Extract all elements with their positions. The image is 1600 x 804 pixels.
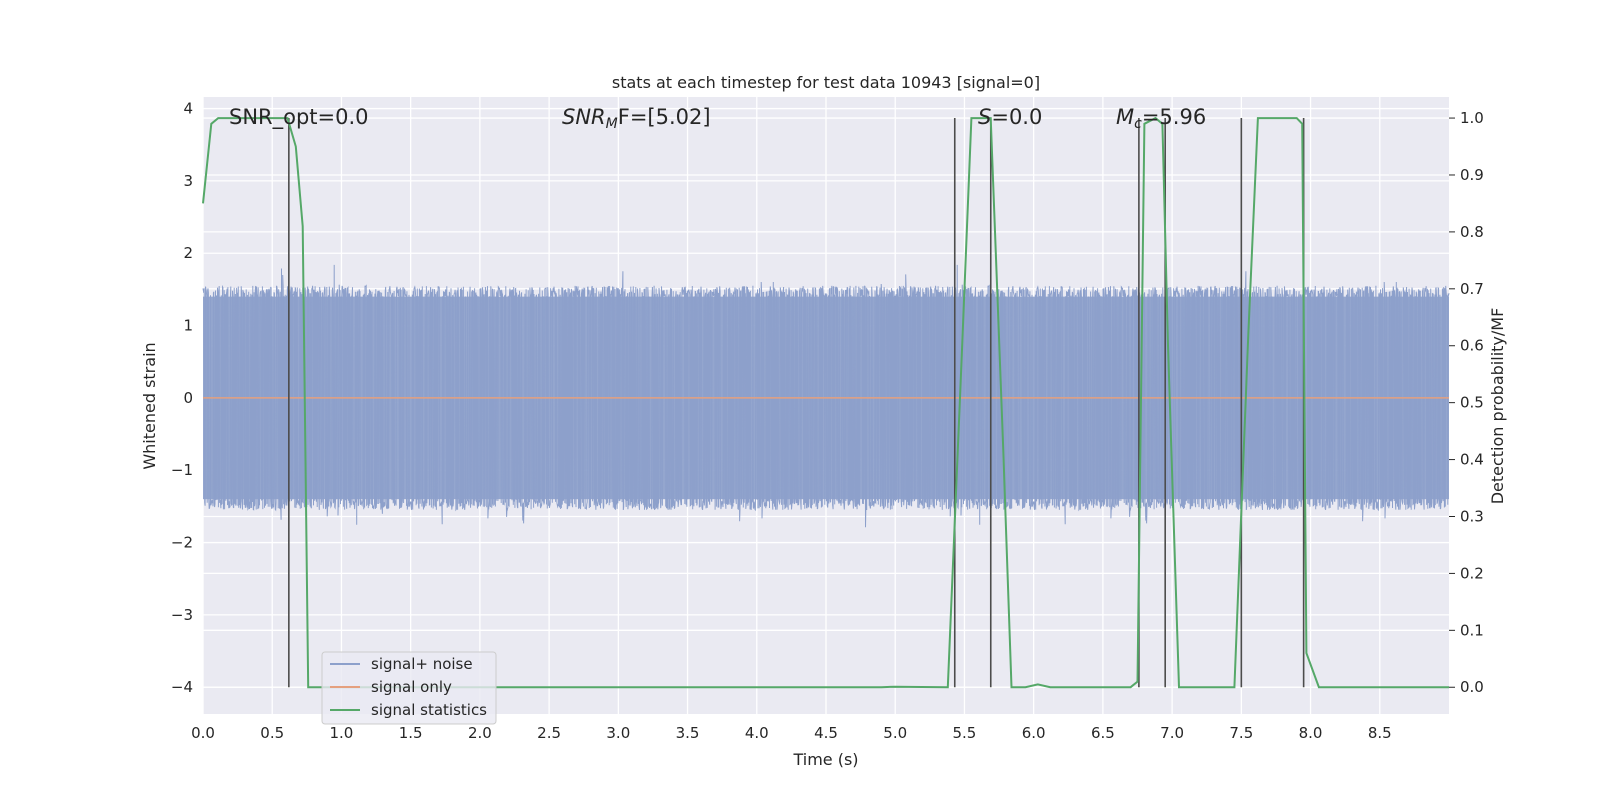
- y-tick-label: 4: [183, 100, 193, 118]
- x-tick-label: 7.0: [1160, 724, 1184, 742]
- legend-label-noise: signal+ noise: [371, 655, 473, 673]
- y2-tick-label: 0.0: [1460, 678, 1484, 696]
- x-tick-label: 0.0: [191, 724, 215, 742]
- snr-mf-tail: F=[5.02]: [618, 105, 711, 129]
- mc-main: M: [1116, 105, 1134, 129]
- signal-statistics-line: [202, 116, 1449, 689]
- y-tick-label: 1: [183, 317, 193, 335]
- x-tick-label: 1.5: [399, 724, 423, 742]
- x-tick-label: 6.0: [1022, 724, 1046, 742]
- snr-mf-sub: M: [606, 116, 618, 132]
- x-tick-label: 4.5: [814, 724, 838, 742]
- y2-tick-label: 1.0: [1460, 109, 1484, 127]
- x-tick-label: 6.5: [1091, 724, 1115, 742]
- signal-statistics-series: [202, 116, 1449, 689]
- annotation-s: S=0.0: [978, 105, 1042, 129]
- y2-tick-label: 0.3: [1460, 507, 1484, 525]
- x-tick-label: 1.0: [330, 724, 354, 742]
- y2-tick-label: 0.5: [1460, 394, 1484, 412]
- x-tick-label: 5.0: [883, 724, 907, 742]
- annotation-snr-mf: SNRMF=[5.02]: [562, 105, 711, 132]
- y-tick-label: −4: [171, 678, 193, 696]
- y2-tick-label: 0.8: [1460, 223, 1484, 241]
- y2-axis-label: Detection probability/MF: [1488, 308, 1507, 505]
- x-tick-label: 8.0: [1299, 724, 1323, 742]
- y-axis-label: Whitened strain: [140, 342, 159, 469]
- annotation-mc: Mc=5.96: [1116, 105, 1206, 132]
- x-tick-label: 2.5: [537, 724, 561, 742]
- y-tick-label: 2: [183, 244, 193, 262]
- x-tick-label: 5.5: [953, 724, 977, 742]
- y2-tick-label: 0.6: [1460, 337, 1484, 355]
- legend: signal+ noise signal only signal statist…: [321, 651, 497, 725]
- y-tick-label: −1: [171, 461, 193, 479]
- y-tick-label: 0: [183, 389, 193, 407]
- x-tick-label: 7.5: [1229, 724, 1253, 742]
- mc-tail: =5.96: [1142, 105, 1206, 129]
- x-axis-label: Time (s): [792, 750, 858, 769]
- y2-tick-labels: 1.0 0.9 0.8 0.7 0.6 0.5 0.4 0.3 0.2 0.1 0.0: [1460, 109, 1484, 696]
- legend-label-stats: signal statistics: [371, 701, 487, 719]
- x-tick-label: 3.5: [676, 724, 700, 742]
- y2-tick-label: 0.2: [1460, 564, 1484, 582]
- s-main: S: [978, 105, 991, 129]
- y2-tick-label: 0.7: [1460, 280, 1484, 298]
- x-tick-labels: 0.0 0.5 1.0 1.5 2.0 2.5 3.0 3.5 4.0 4.5 5.0 5.5 6.0 6…: [191, 724, 1392, 742]
- signal-noise-series: [202, 264, 1450, 528]
- y2-tick-label: 0.9: [1460, 166, 1484, 184]
- annotation-snr-opt: SNR_opt=0.0: [229, 105, 369, 130]
- y-tick-label: −2: [171, 534, 193, 552]
- s-tail: =0.0: [991, 105, 1042, 129]
- x-tick-label: 4.0: [745, 724, 769, 742]
- x-tick-label: 8.5: [1368, 724, 1392, 742]
- x-tick-label: 2.0: [468, 724, 492, 742]
- legend-label-signal-only: signal only: [371, 678, 452, 696]
- chart-title: stats at each timestep for test data 109…: [612, 73, 1040, 92]
- y-tick-labels: 4 3 2 1 0 −1 −2 −3 −4: [171, 100, 193, 697]
- y-tick-label: 3: [183, 172, 193, 190]
- y2-tick-label: 0.4: [1460, 451, 1484, 469]
- snr-mf-main: SNR: [562, 105, 606, 129]
- legend-box: [321, 651, 497, 725]
- x-tick-label: 0.5: [260, 724, 284, 742]
- x-tick-label: 3.0: [606, 724, 630, 742]
- y2-tick-label: 0.1: [1460, 621, 1484, 639]
- mc-sub: c: [1134, 116, 1142, 132]
- y-tick-label: −3: [171, 606, 193, 624]
